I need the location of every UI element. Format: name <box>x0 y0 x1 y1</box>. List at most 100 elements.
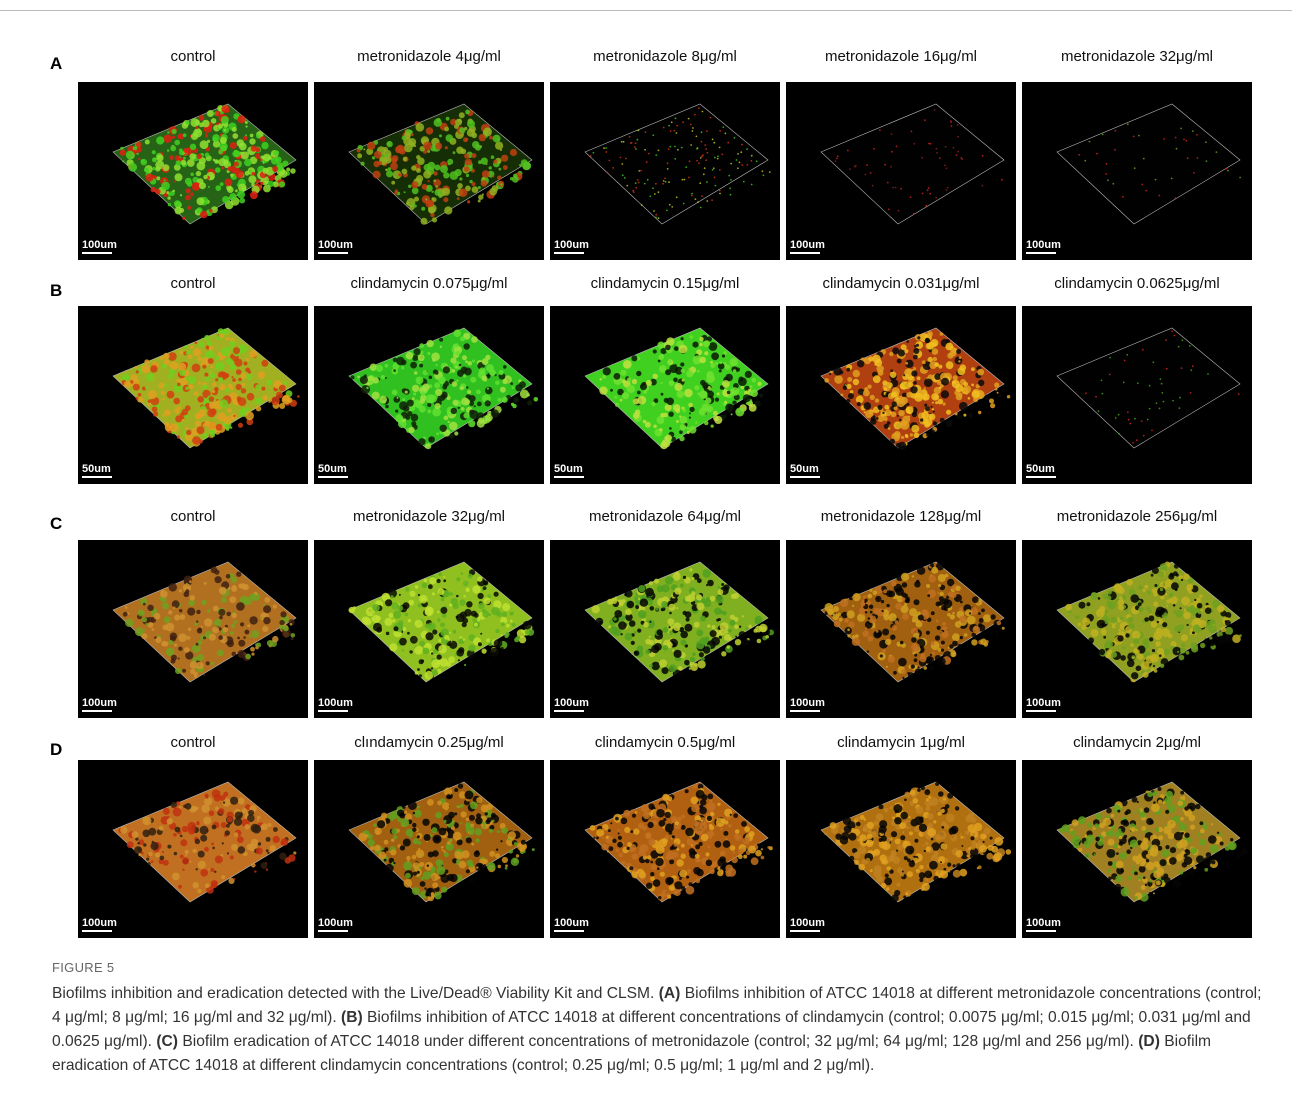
speckle <box>884 387 888 391</box>
speckle <box>464 335 467 338</box>
speckle <box>435 185 438 188</box>
speckle <box>916 806 924 814</box>
speckle <box>1107 869 1111 873</box>
speckle <box>422 583 428 589</box>
speckle <box>481 158 488 165</box>
speckle <box>990 403 995 408</box>
speckle <box>945 574 949 578</box>
speckle <box>632 814 636 818</box>
speckle <box>677 817 681 821</box>
speckle <box>735 408 744 417</box>
speckle <box>187 159 195 167</box>
speckle <box>667 877 674 884</box>
speckle <box>402 136 406 140</box>
speckle <box>422 598 426 602</box>
speckle <box>922 360 926 364</box>
speckle <box>179 351 183 355</box>
scale-bar: 100um <box>554 239 589 254</box>
speckle <box>637 391 641 395</box>
speckle <box>707 152 709 154</box>
speckle <box>668 626 670 628</box>
micrograph: 50um <box>786 306 1016 484</box>
speckle <box>268 823 272 827</box>
speckle <box>184 345 187 348</box>
speckle <box>449 592 453 596</box>
speckle <box>946 189 948 191</box>
speckle <box>221 167 224 170</box>
speckle <box>719 190 721 192</box>
speckle <box>1184 833 1189 838</box>
speckle <box>222 196 229 203</box>
speckle <box>1138 875 1142 879</box>
speckle <box>640 170 642 172</box>
speckle <box>148 403 151 406</box>
speckle <box>137 842 140 845</box>
speckle <box>723 840 731 848</box>
speckle <box>1217 832 1219 834</box>
speckle <box>884 164 886 166</box>
biofilm-render <box>1022 306 1252 484</box>
speckle <box>447 159 453 165</box>
speckle <box>374 845 381 852</box>
speckle <box>716 818 718 820</box>
speckle <box>1179 655 1185 661</box>
speckle <box>663 818 666 821</box>
speckle <box>438 572 442 576</box>
speckle <box>1130 643 1133 646</box>
speckle <box>888 655 895 662</box>
speckle <box>984 828 991 835</box>
speckle <box>406 856 410 860</box>
speckle <box>659 428 662 431</box>
speckle <box>686 370 693 377</box>
speckle <box>610 389 613 392</box>
speckle <box>1153 665 1155 667</box>
speckle <box>599 621 602 624</box>
speckle <box>635 182 637 184</box>
speckle <box>902 871 904 873</box>
speckle <box>211 843 214 846</box>
speckle <box>674 843 678 847</box>
speckle <box>882 380 887 385</box>
speckle <box>657 629 663 635</box>
speckle <box>933 421 937 425</box>
scale-bar: 50um <box>82 463 112 478</box>
speckle <box>404 191 406 193</box>
speckle <box>755 619 761 625</box>
speckle <box>195 839 200 844</box>
speckle <box>383 147 388 152</box>
speckle <box>632 379 637 384</box>
speckle <box>239 198 245 204</box>
speckle <box>1179 571 1181 573</box>
speckle <box>890 372 896 378</box>
speckle <box>1161 383 1163 385</box>
speckle <box>761 856 765 860</box>
speckle <box>693 867 701 875</box>
speckle <box>366 387 368 389</box>
speckle <box>691 195 693 197</box>
speckle <box>449 632 451 634</box>
speckle <box>152 157 157 162</box>
speckle <box>1163 826 1171 834</box>
speckle <box>947 187 949 189</box>
speckle <box>225 179 233 187</box>
speckle <box>725 870 728 873</box>
speckle <box>167 818 174 825</box>
scale-bar: 50um <box>1026 463 1056 478</box>
speckle <box>1146 859 1149 862</box>
speckle <box>1099 649 1105 655</box>
speckle <box>1127 411 1129 413</box>
speckle <box>197 197 205 205</box>
speckle <box>412 855 417 860</box>
speckle <box>414 646 423 655</box>
speckle <box>978 865 982 869</box>
speckle <box>478 186 481 189</box>
speckle <box>1180 128 1182 130</box>
speckle <box>422 819 429 826</box>
speckle <box>744 826 750 832</box>
speckle <box>456 577 460 581</box>
speckle <box>769 846 773 850</box>
panel-title: control <box>75 734 311 751</box>
speckle <box>172 129 177 134</box>
speckle <box>1182 339 1184 341</box>
speckle <box>959 356 962 359</box>
